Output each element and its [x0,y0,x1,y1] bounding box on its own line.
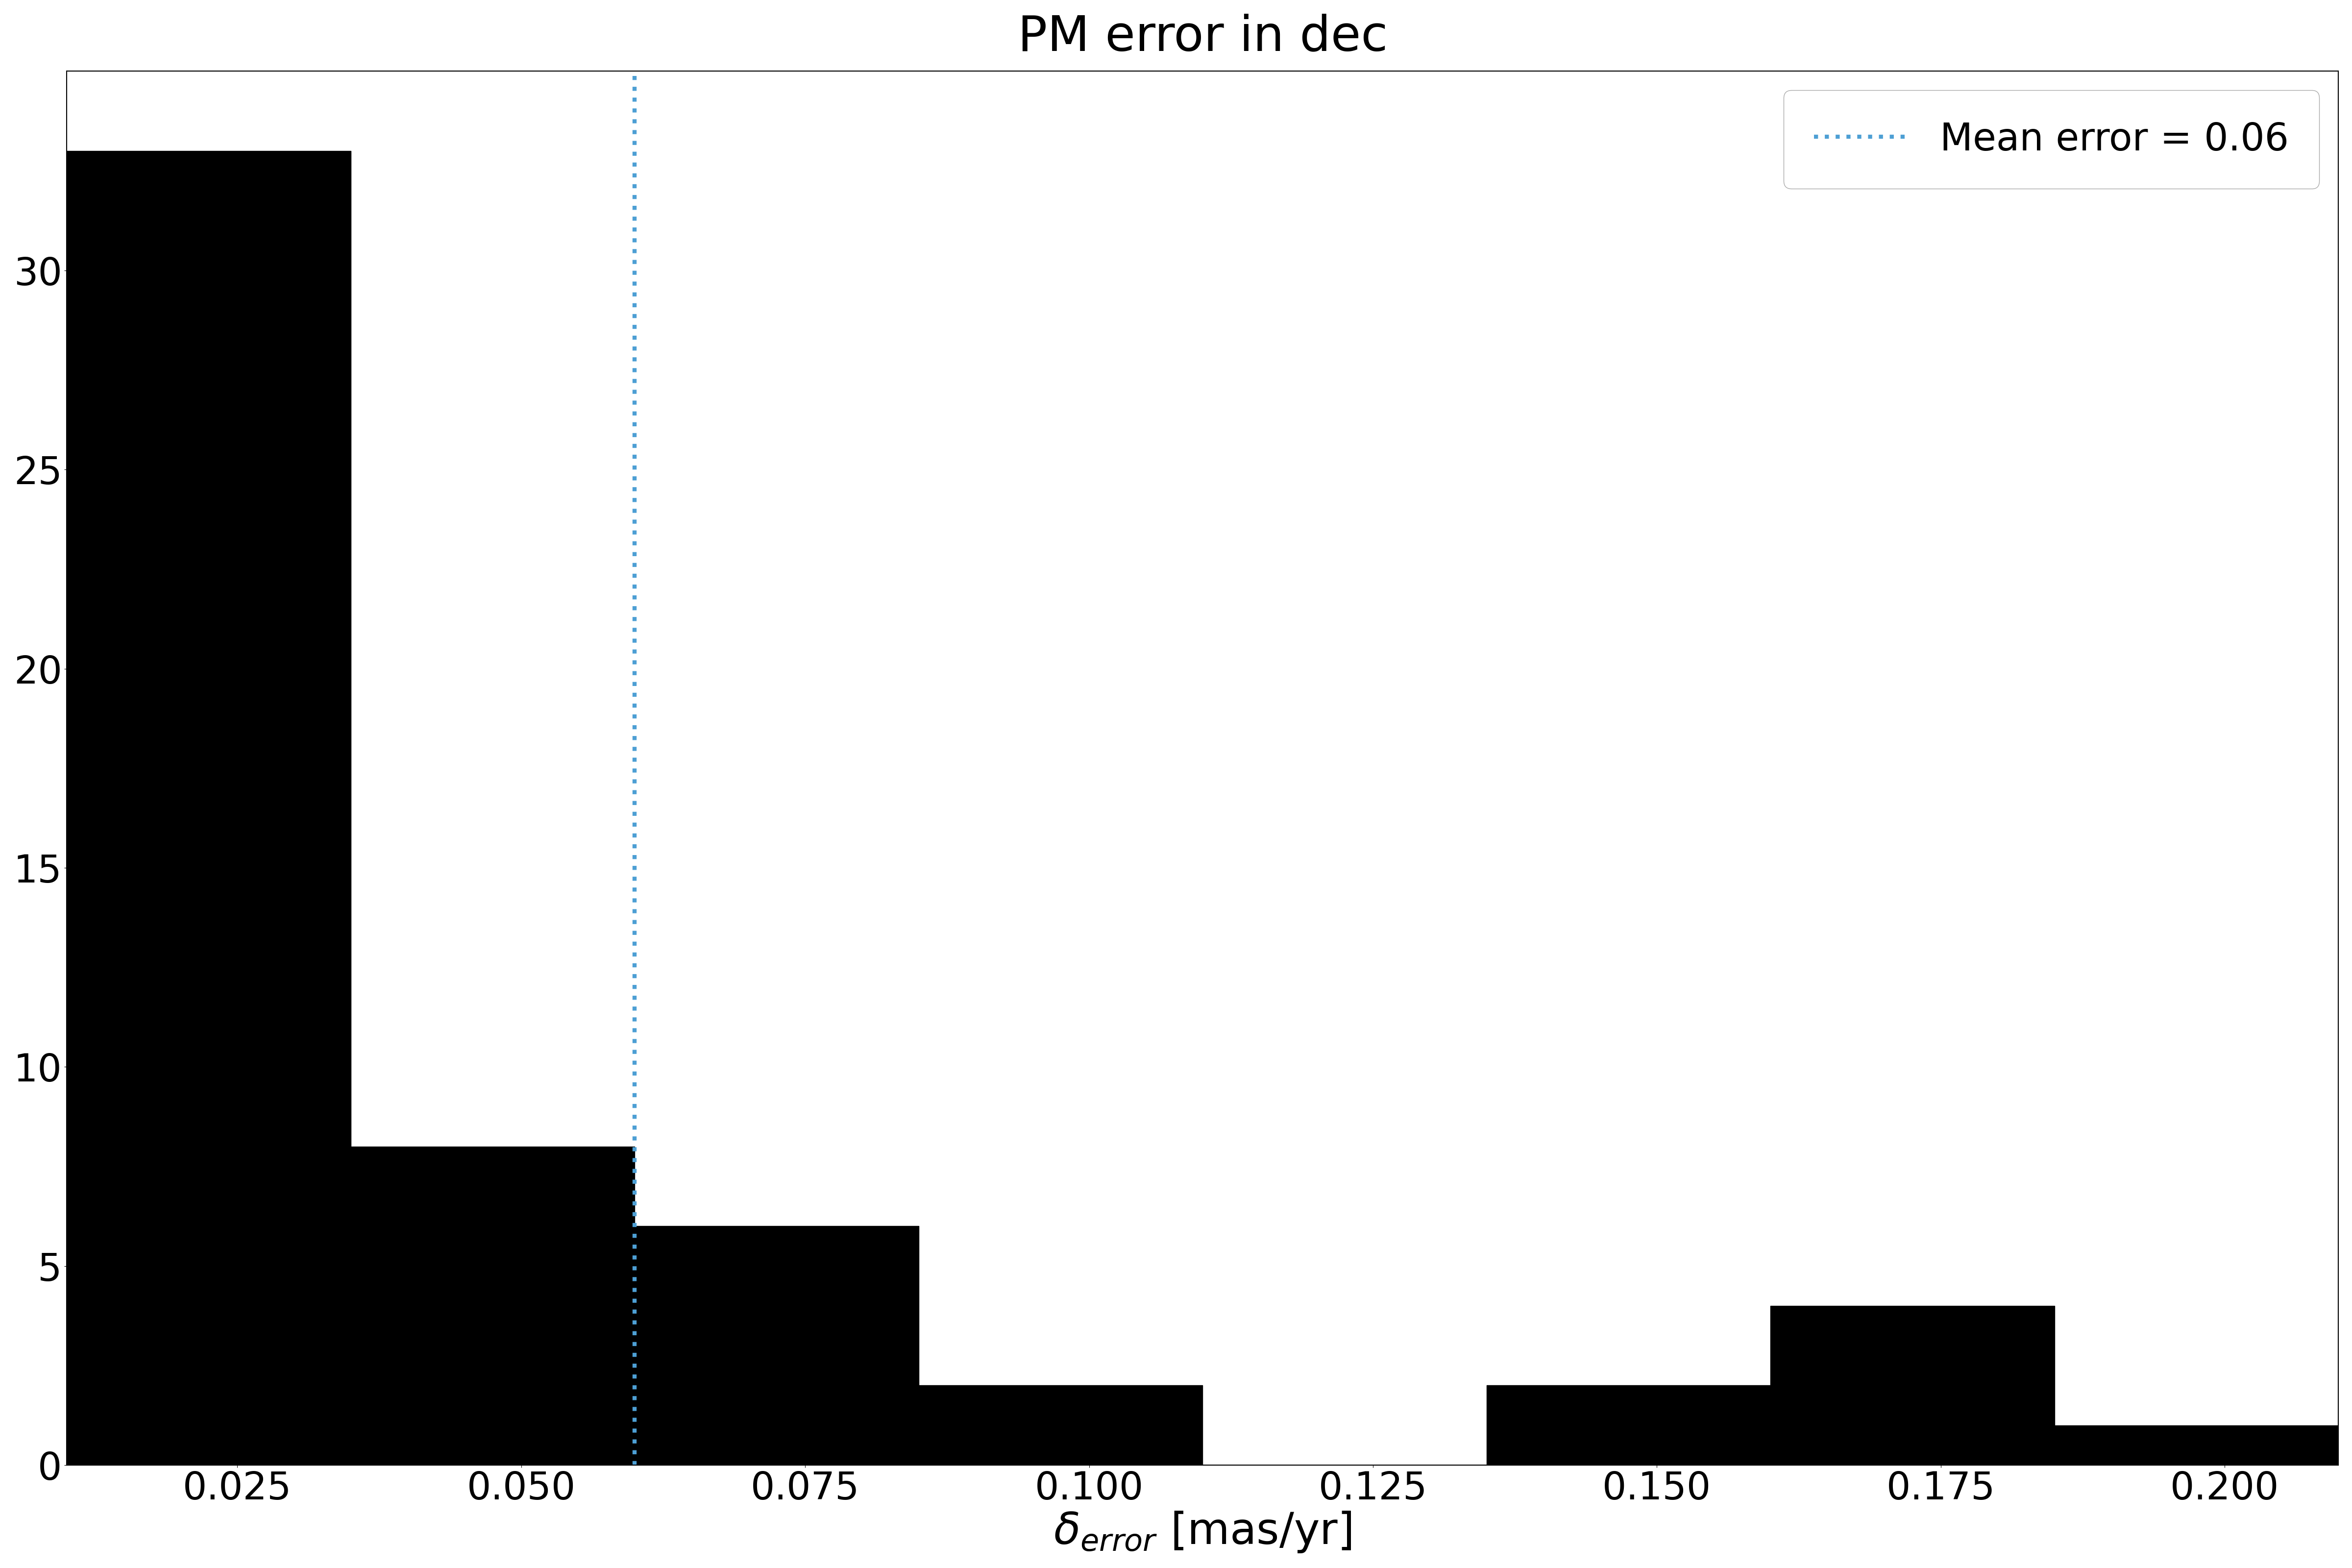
Bar [635,1226,920,1465]
Mean error = 0.06 [621,1455,649,1474]
X-axis label: $\delta_{error}$ [mas/yr]: $\delta_{error}$ [mas/yr] [1054,1510,1352,1554]
Bar [66,151,350,1465]
Bar [350,1146,635,1465]
Bar [1486,1386,1771,1465]
Bar [1771,1306,2053,1465]
Bar [2053,1425,2338,1465]
Bar [920,1386,1202,1465]
Legend: Mean error = 0.06: Mean error = 0.06 [1783,91,2319,188]
Title: PM error in dec: PM error in dec [1018,14,1388,61]
Mean error = 0.06 [621,1416,649,1435]
